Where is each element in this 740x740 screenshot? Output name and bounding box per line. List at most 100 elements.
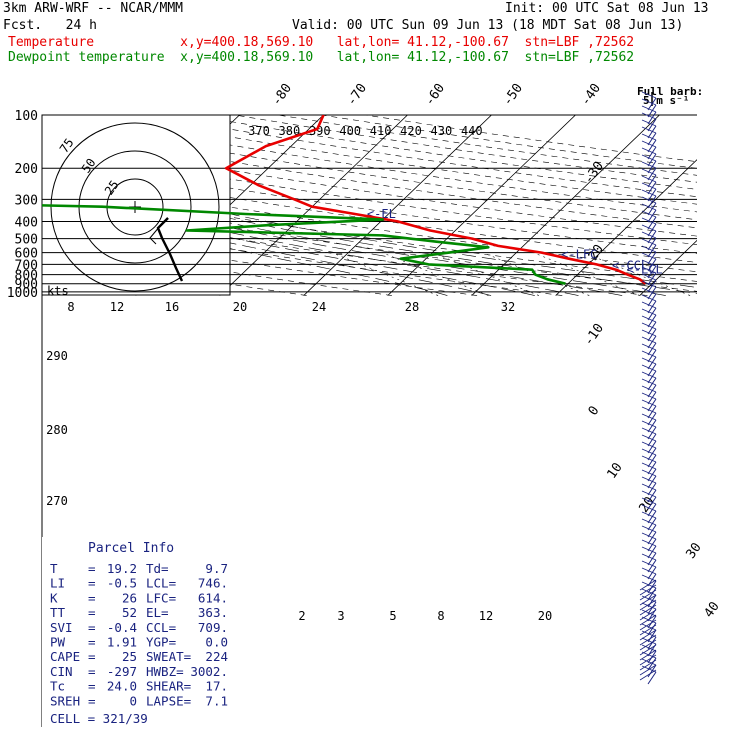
- wind-barb: [639, 594, 657, 606]
- wind-barb: [641, 441, 657, 449]
- pressure-tick-label: 200: [15, 162, 38, 177]
- parcel-key: LFC=: [146, 590, 176, 605]
- wind-barb: [639, 579, 657, 591]
- wind-barb: [647, 153, 657, 167]
- wind-barb: [647, 195, 657, 209]
- parcel-key: SHEAR=: [146, 679, 191, 694]
- dry-adiabat: [147, 115, 697, 198]
- wind-barb: [641, 217, 657, 225]
- wind-barb: [647, 496, 657, 510]
- right-temperature-tick-label: 0: [586, 403, 603, 418]
- wind-barb: [641, 651, 657, 659]
- parcel-key: T: [50, 561, 58, 576]
- dry-adiabat: [42, 195, 697, 292]
- dry-adiabat: [42, 217, 563, 296]
- wind-barb: [641, 581, 657, 589]
- theta-label-lower: 290: [46, 349, 68, 363]
- parcel-key: SWEAT=: [146, 649, 191, 664]
- parcel-value: 1.91: [107, 635, 137, 650]
- wind-barb: [647, 251, 657, 265]
- model-title: 3km ARW-WRF -- NCAR/MMM: [3, 1, 184, 16]
- wind-barb: [639, 619, 657, 631]
- isotherm: [303, 115, 492, 296]
- wind-barb: [647, 384, 657, 398]
- kts-label: kts: [47, 284, 69, 298]
- wind-barb: [647, 265, 657, 279]
- wind-barb: [641, 602, 657, 610]
- theta-label: 420: [400, 124, 422, 138]
- parcel-cell: CELL = 321/39: [50, 711, 148, 726]
- wind-barb: [639, 599, 657, 611]
- wind-barb: [641, 623, 657, 631]
- wind-barb: [639, 629, 657, 641]
- theta-label: 410: [370, 124, 392, 138]
- wind-barb: [641, 168, 657, 176]
- wind-barb: [647, 412, 657, 426]
- parcel-value: 614.: [198, 590, 228, 605]
- dry-adiabat: [42, 164, 697, 263]
- wind-barb: [641, 511, 657, 519]
- parcel-value: 9.7: [205, 561, 228, 576]
- dry-adiabat: [42, 127, 697, 229]
- wind-barb: [641, 322, 657, 330]
- forecast-hour: Fcst. 24 h: [3, 18, 97, 33]
- wind-barb: [641, 91, 657, 99]
- parcel-key: LI: [50, 576, 65, 591]
- dry-adiabat: [42, 145, 697, 245]
- mixing-ratio-label-lower: 2: [298, 609, 305, 623]
- wind-barb: [641, 98, 657, 106]
- wind-barb: [639, 664, 657, 676]
- wind-barb: [647, 503, 657, 517]
- dry-adiabat: [42, 206, 648, 296]
- isotherm: [471, 115, 660, 296]
- pressure-tick-label: 700: [15, 258, 38, 273]
- wind-barb: [641, 154, 657, 162]
- pressure-tick-label: 400: [15, 215, 38, 230]
- mixing-ratio-line: [331, 252, 439, 296]
- parcel-value: 224: [205, 649, 228, 664]
- wind-barb: [647, 335, 657, 349]
- wind-barb: [647, 447, 657, 461]
- parcel-value: 19.2: [107, 561, 137, 576]
- wind-barb: [641, 427, 657, 435]
- parcel-value: -0.4: [107, 620, 137, 635]
- wind-barb: [641, 434, 657, 442]
- wind-barb: [647, 426, 657, 440]
- mixing-ratio-line: [381, 252, 489, 296]
- wind-barb: [647, 664, 657, 678]
- wind-barb: [639, 624, 657, 636]
- wind-barb: [647, 258, 657, 272]
- valid-time: Valid: 00 UTC Sun 09 Jun 13 (18 MDT Sat …: [292, 18, 684, 33]
- wind-barb: [647, 314, 657, 328]
- parcel-key: SREH: [50, 693, 80, 708]
- wind-barb: [647, 510, 657, 524]
- wind-barb: [647, 125, 657, 139]
- wind-barb: [641, 392, 657, 400]
- wind-barb: [647, 671, 657, 685]
- wind-barb: [641, 308, 657, 316]
- wind-barb: [639, 669, 657, 681]
- right-temperature-tick-label: 10: [604, 460, 625, 481]
- mixing-ratio-line: [482, 252, 590, 296]
- mixing-ratio-label: 8: [67, 300, 74, 314]
- parcel-info-panel: [42, 537, 235, 727]
- wind-barb: [641, 378, 657, 386]
- parcel-eq: =: [88, 664, 96, 679]
- parcel-eq: =: [88, 576, 96, 591]
- wind-barb: [641, 406, 657, 414]
- wind-barb: [641, 301, 657, 309]
- wind-barb: [641, 371, 657, 379]
- mixing-ratio-label: 24: [312, 300, 326, 314]
- hodograph-ring-label: 50: [79, 156, 99, 176]
- right-temperature-tick-label: -30: [581, 159, 607, 187]
- wind-barb: [641, 588, 657, 596]
- wind-barbs: Full barb:5 m s⁻¹: [637, 85, 703, 685]
- parcel-key: CCL=: [146, 620, 176, 635]
- dry-adiabat: [60, 115, 697, 213]
- parcel-info-title: Parcel Info: [88, 541, 174, 556]
- parcel-value: 7.1: [205, 693, 228, 708]
- wind-barb: [647, 377, 657, 391]
- theta-label: 390: [309, 124, 331, 138]
- wind-barb: [641, 210, 657, 218]
